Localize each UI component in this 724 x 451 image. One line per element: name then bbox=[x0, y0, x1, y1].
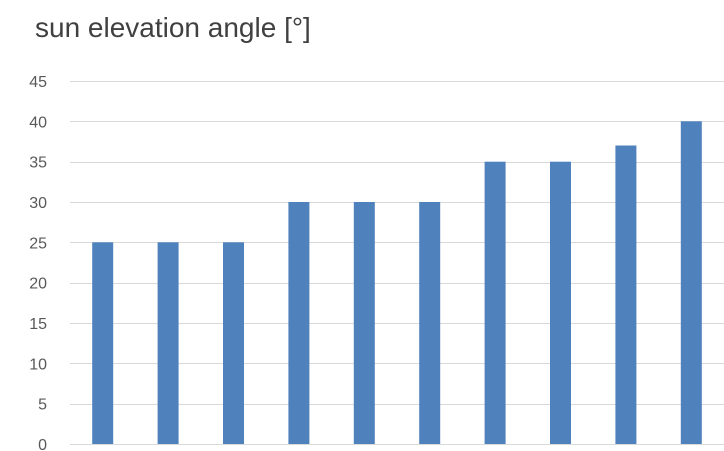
bar-5 bbox=[353, 202, 375, 444]
bar-6 bbox=[419, 202, 441, 444]
y-tick-label: 5 bbox=[38, 397, 47, 414]
y-tick-label: 0 bbox=[38, 437, 47, 451]
y-tick-label: 30 bbox=[29, 195, 47, 212]
bar-9 bbox=[615, 145, 637, 444]
bar-4 bbox=[288, 202, 310, 444]
bar-3 bbox=[223, 242, 244, 444]
bar-1 bbox=[92, 242, 114, 444]
bars bbox=[92, 121, 702, 445]
y-tick-label: 40 bbox=[29, 114, 47, 131]
gridlines bbox=[70, 81, 724, 405]
y-tick-label: 10 bbox=[29, 356, 47, 373]
y-axis-tick-labels: 0 5 10 15 20 25 30 35 40 45 bbox=[29, 74, 47, 451]
bar-8 bbox=[550, 161, 571, 444]
y-tick-label: 45 bbox=[29, 74, 47, 91]
y-tick-label: 20 bbox=[29, 276, 47, 293]
bar-7 bbox=[484, 161, 506, 444]
y-tick-label: 25 bbox=[29, 235, 47, 252]
bar-2 bbox=[157, 242, 179, 444]
chart-title: sun elevation angle [°] bbox=[35, 12, 311, 43]
y-tick-label: 35 bbox=[29, 155, 47, 172]
bar-10 bbox=[680, 121, 702, 445]
y-tick-label: 15 bbox=[29, 316, 47, 333]
